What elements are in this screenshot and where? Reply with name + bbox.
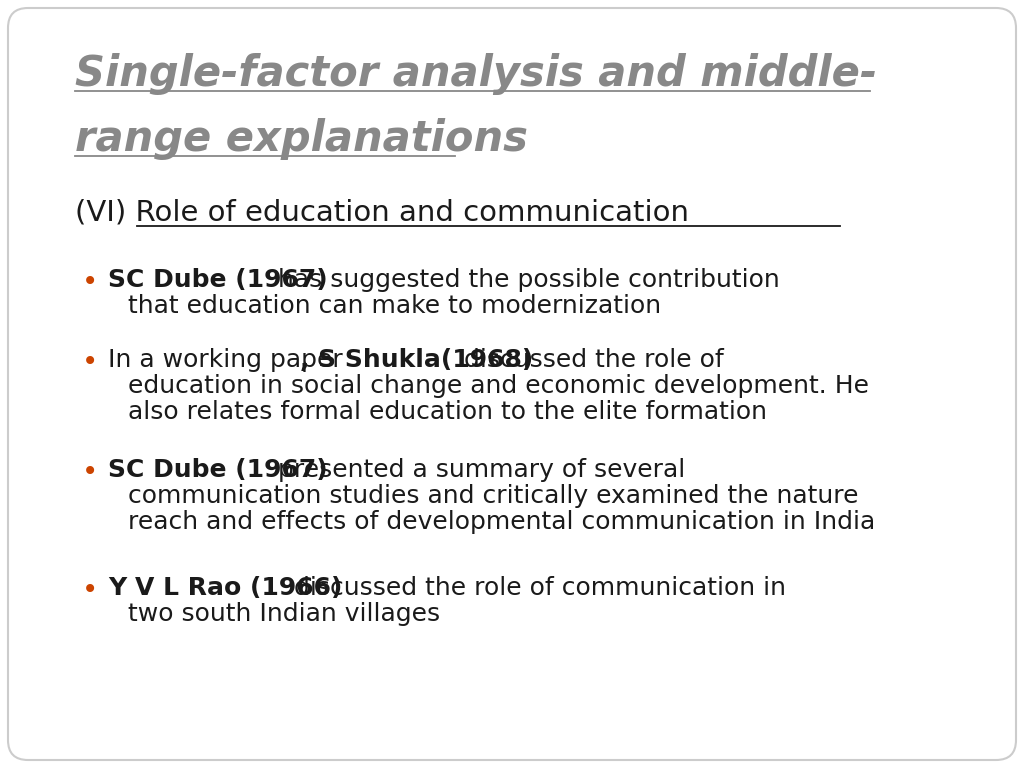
Text: SC Dube (1967): SC Dube (1967) (108, 268, 328, 292)
Text: communication studies and critically examined the nature: communication studies and critically exa… (128, 484, 858, 508)
Text: presented a summary of several: presented a summary of several (270, 458, 685, 482)
Text: •: • (82, 576, 98, 604)
Text: reach and effects of developmental communication in India: reach and effects of developmental commu… (128, 510, 876, 534)
Text: that education can make to modernization: that education can make to modernization (128, 294, 662, 318)
Text: two south Indian villages: two south Indian villages (128, 602, 440, 626)
Text: •: • (82, 458, 98, 486)
Text: discussed the role of: discussed the role of (464, 348, 724, 372)
Text: •: • (82, 268, 98, 296)
Text: discussed the role of communication in: discussed the role of communication in (286, 576, 786, 600)
Text: range explanations: range explanations (75, 118, 528, 160)
Text: Single-factor analysis and middle-: Single-factor analysis and middle- (75, 53, 878, 95)
Text: also relates formal education to the elite formation: also relates formal education to the eli… (128, 400, 767, 424)
Text: Y V L Rao (1966): Y V L Rao (1966) (108, 576, 342, 600)
FancyBboxPatch shape (8, 8, 1016, 760)
Text: (VI) Role of education and communication: (VI) Role of education and communication (75, 198, 689, 226)
Text: , S Shukla(1968): , S Shukla(1968) (300, 348, 534, 372)
Text: •: • (82, 348, 98, 376)
Text: education in social change and economic development. He: education in social change and economic … (128, 374, 869, 398)
Text: In a working paper: In a working paper (108, 348, 343, 372)
Text: SC Dube (1967): SC Dube (1967) (108, 458, 328, 482)
Text: has suggested the possible contribution: has suggested the possible contribution (270, 268, 779, 292)
